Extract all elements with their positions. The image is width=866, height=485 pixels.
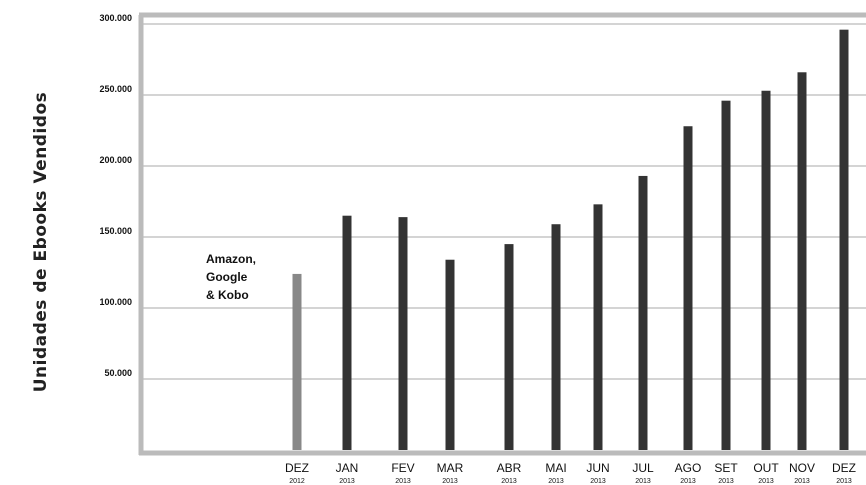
y-tick-label: 100.000 [99,297,132,307]
x-tick-month: JUL [632,461,654,475]
x-tick-year: 2013 [442,478,458,485]
grid-lines [141,23,866,380]
plot-frame [138,12,866,456]
bars [292,29,849,451]
bar [638,175,648,450]
x-tick-month: DEZ [285,461,309,475]
y-tick-label: 50.000 [104,368,132,378]
y-tick-label: 150.000 [99,226,132,236]
x-tick-month: FEV [391,461,414,475]
x-tick-year: 2013 [758,478,774,485]
annotation: Amazon, Google & Kobo [206,252,256,302]
x-tick-year: 2013 [836,478,852,485]
x-tick-year: 2013 [635,478,651,485]
bar [398,217,408,450]
y-axis-label: Unidades de Ebooks Vendidos [31,92,51,393]
x-tick-month: SET [714,461,738,475]
x-tick-month: JUN [586,461,609,475]
x-tick-month: ABR [497,461,522,475]
annotation-line: Amazon, [206,252,256,266]
x-tick-year: 2013 [339,478,355,485]
x-tick-month: DEZ [832,461,856,475]
x-tick-month: JAN [336,461,359,475]
x-tick-month: OUT [753,461,779,475]
x-tick-month: AGO [675,461,702,475]
x-tick-month: NOV [789,461,815,475]
bar [839,29,849,451]
x-tick-year: 2013 [548,478,564,485]
bar [683,126,693,451]
y-tick-label: 250.000 [99,84,132,94]
bar [292,273,302,450]
bar [445,259,455,450]
x-tick-year: 2013 [501,478,517,485]
bar [797,72,807,450]
bar [342,215,352,450]
x-tick-labels: DEZ 2012 JAN 2013 FEV 2013 MAR 2013 ABR 2013 MAI 20… [285,461,856,485]
y-tick-label: 300.000 [99,13,132,23]
annotation-line: & Kobo [206,288,249,302]
x-tick-year: 2012 [289,478,305,485]
bar [761,90,771,451]
x-tick-year: 2013 [590,478,606,485]
y-tick-label: 200.000 [99,155,132,165]
x-tick-year: 2013 [680,478,696,485]
x-tick-month: MAR [437,461,464,475]
annotation-line: Google [206,270,248,284]
x-tick-year: 2013 [718,478,734,485]
y-tick-labels: 50.000 100.000 150.000 200.000 250.000 300.00… [99,13,132,378]
bar [551,224,561,450]
x-tick-year: 2013 [794,478,810,485]
bar [504,244,514,450]
x-tick-month: MAI [545,461,566,475]
bar [593,204,603,450]
bar [721,100,731,451]
x-tick-year: 2013 [395,478,411,485]
